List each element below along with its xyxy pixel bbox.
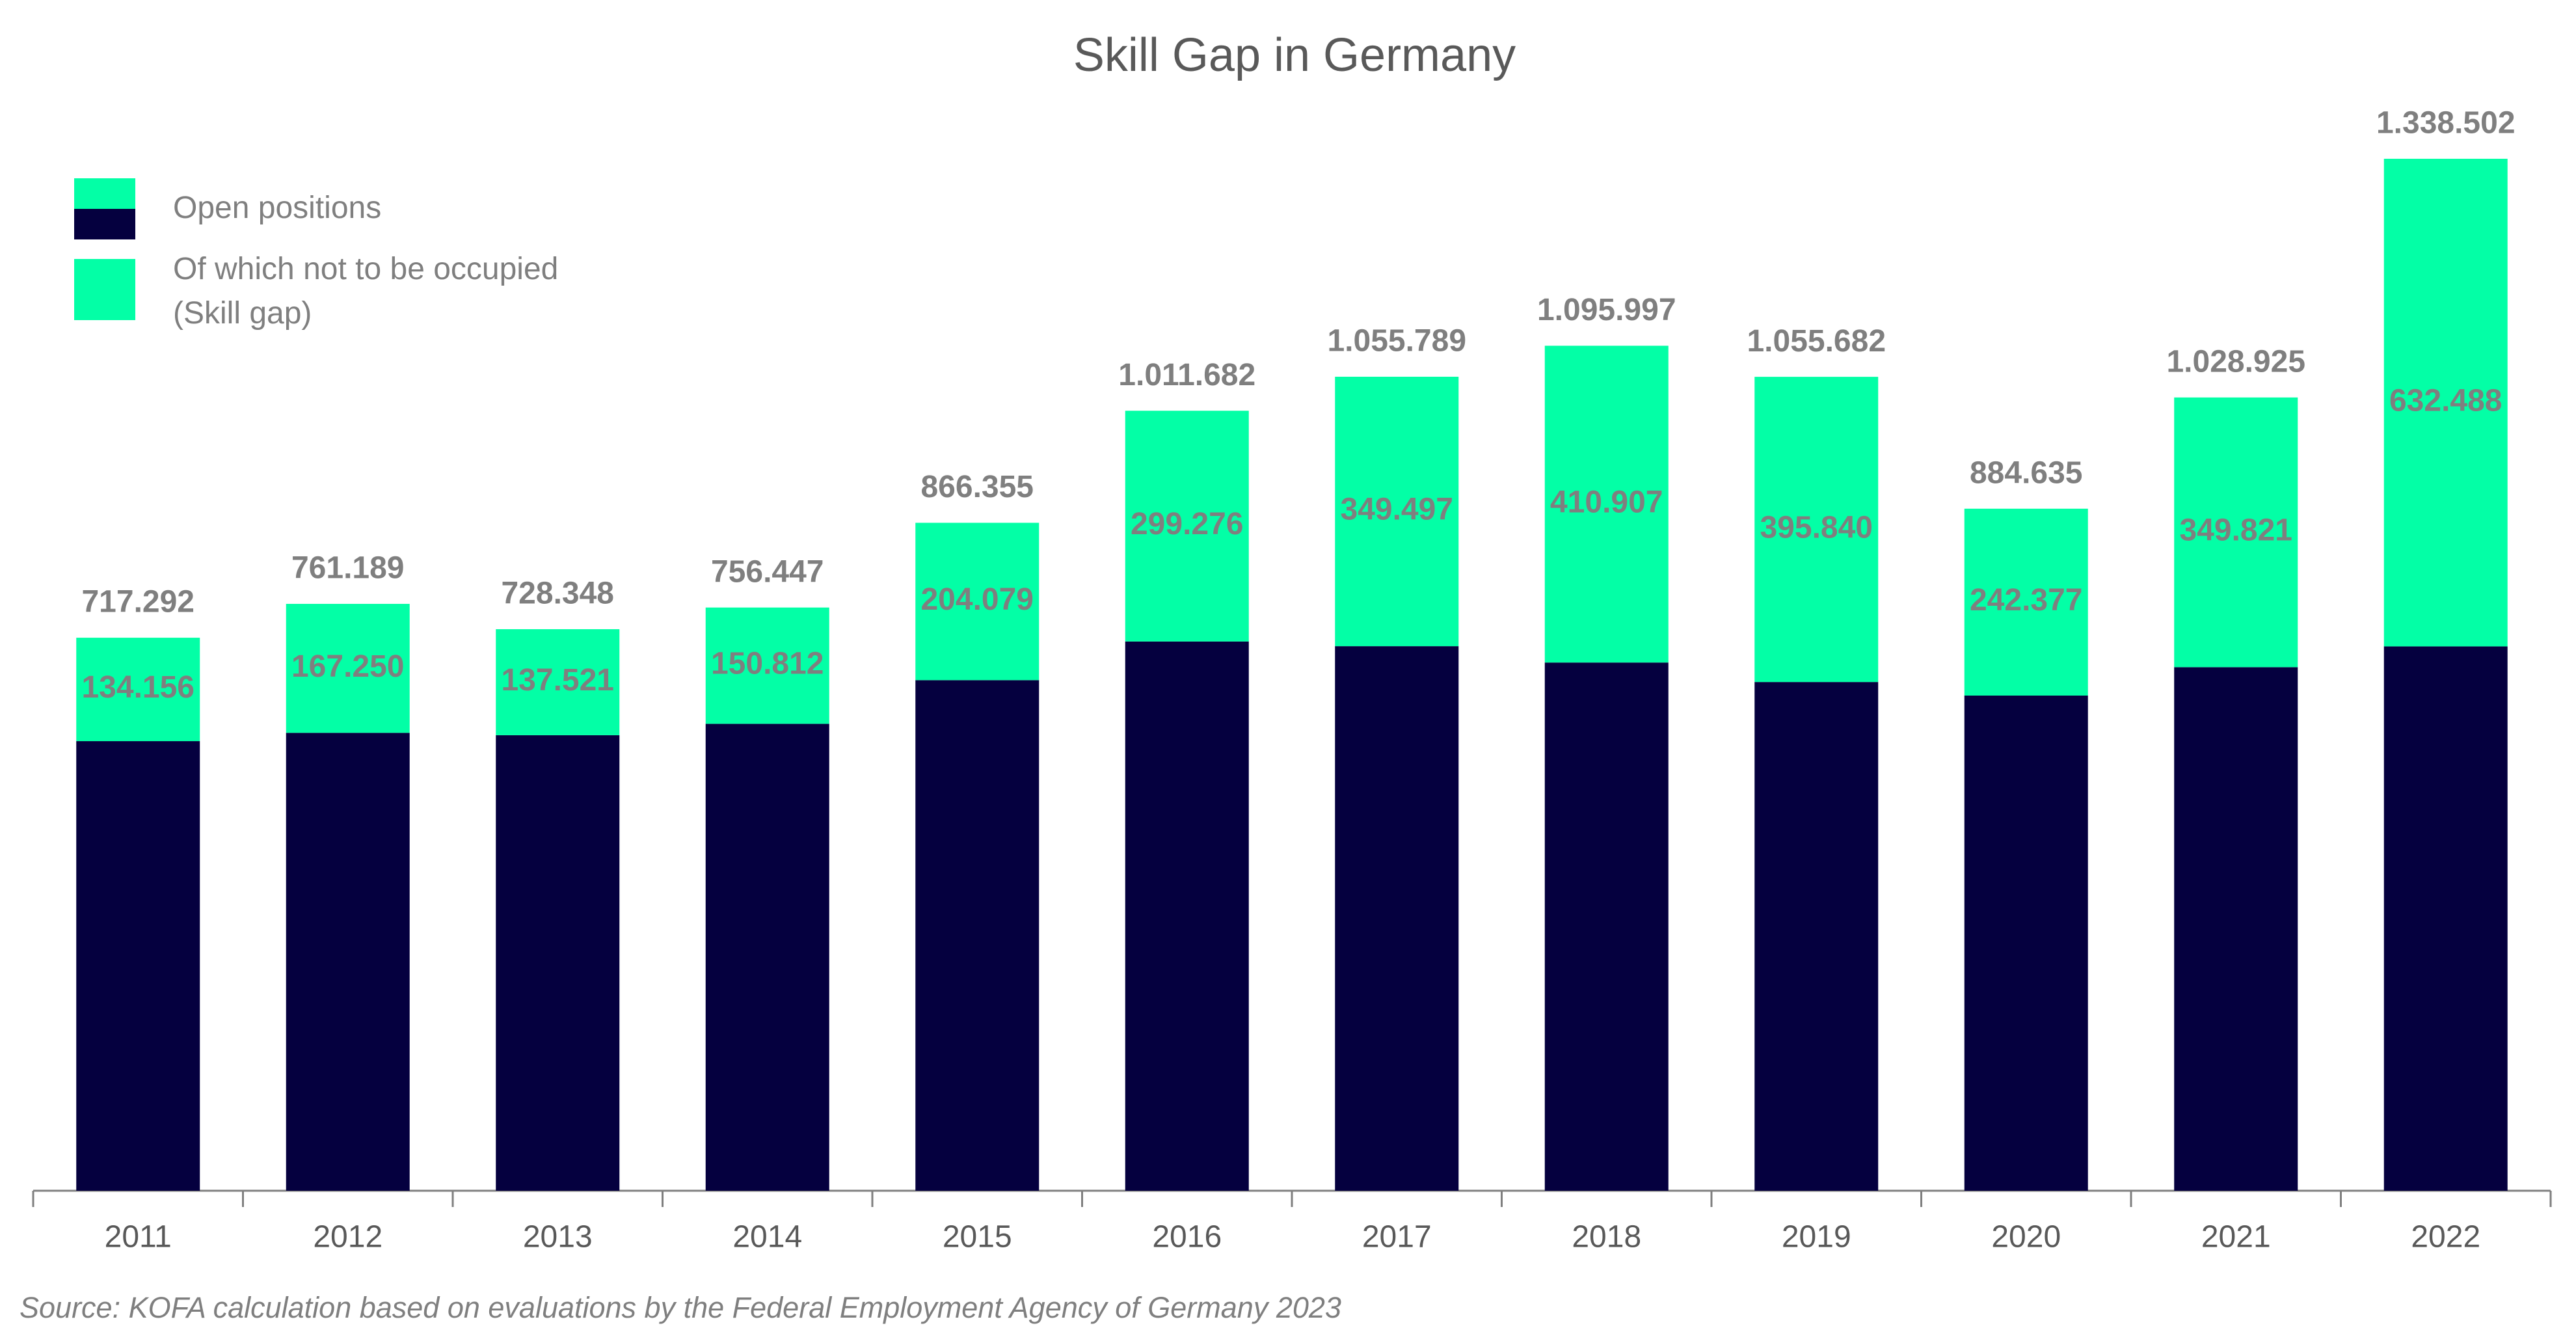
bar-segment bbox=[1335, 376, 1459, 647]
total-label: 1.055.789 bbox=[1327, 324, 1466, 359]
bar-segment bbox=[915, 522, 1040, 681]
data-label: 349.497 bbox=[1340, 493, 1453, 527]
bar-segment bbox=[1125, 641, 1249, 1191]
bar-segment bbox=[496, 629, 620, 735]
total-label: 756.447 bbox=[711, 554, 824, 589]
bar-segment bbox=[1544, 662, 1669, 1191]
bar-segment bbox=[2383, 159, 2508, 647]
data-label: 134.156 bbox=[81, 670, 195, 705]
data-label: 632.488 bbox=[2389, 383, 2502, 418]
data-label: 137.521 bbox=[501, 663, 614, 698]
bar-segment bbox=[286, 733, 410, 1191]
total-label: 1.095.997 bbox=[1537, 293, 1676, 327]
legend-swatch bbox=[74, 178, 135, 209]
bar-segment bbox=[1335, 646, 1459, 1191]
bar-segment bbox=[2174, 397, 2298, 668]
total-label: 1.338.502 bbox=[2376, 106, 2516, 141]
total-label: 1.028.925 bbox=[2166, 344, 2305, 379]
data-label: 299.276 bbox=[1131, 507, 1244, 541]
data-label: 349.821 bbox=[2179, 513, 2292, 548]
x-tick-label: 2015 bbox=[943, 1220, 1012, 1255]
data-label: 167.250 bbox=[291, 649, 405, 684]
total-label: 866.355 bbox=[920, 470, 1034, 504]
bar-segment bbox=[2174, 667, 2298, 1191]
bar-segment bbox=[76, 638, 200, 742]
bar-segment bbox=[1754, 682, 1879, 1191]
bar-segment bbox=[915, 680, 1040, 1191]
legend-swatch bbox=[74, 259, 135, 320]
x-tick-label: 2016 bbox=[1152, 1220, 1222, 1255]
x-tick-label: 2011 bbox=[105, 1220, 172, 1255]
chart-title: Skill Gap in Germany bbox=[1073, 29, 1516, 81]
total-label: 1.055.682 bbox=[1747, 324, 1886, 359]
bar-segment bbox=[1125, 411, 1249, 642]
total-label: 728.348 bbox=[501, 577, 614, 611]
x-tick-label: 2021 bbox=[2201, 1220, 2271, 1255]
x-tick-label: 2012 bbox=[313, 1220, 382, 1255]
data-label: 150.812 bbox=[711, 647, 824, 681]
data-label: 242.377 bbox=[1970, 583, 2083, 617]
legend-label: Open positions bbox=[173, 191, 382, 225]
x-tick-label: 2017 bbox=[1362, 1220, 1432, 1255]
legend-label: Of which not to be occupied (Skill gap) bbox=[173, 252, 559, 331]
source-note: Source: KOFA calculation based on evalua… bbox=[20, 1291, 1341, 1324]
bar-segment bbox=[496, 735, 620, 1191]
data-label: 410.907 bbox=[1550, 485, 1663, 519]
total-label: 761.189 bbox=[291, 551, 405, 586]
data-label: 204.079 bbox=[920, 582, 1034, 617]
x-tick-label: 2019 bbox=[1782, 1220, 1851, 1255]
total-label: 717.292 bbox=[81, 585, 195, 619]
bar-segment bbox=[1544, 346, 1669, 663]
data-label: 395.840 bbox=[1760, 510, 1873, 545]
bar-segment bbox=[1964, 695, 2088, 1191]
total-label: 884.635 bbox=[1970, 455, 2083, 490]
legend-swatch bbox=[74, 209, 135, 239]
x-tick-label: 2020 bbox=[1991, 1220, 2061, 1255]
bar-segment bbox=[1964, 508, 2088, 696]
bar-segment bbox=[1754, 377, 1879, 683]
x-tick-label: 2022 bbox=[2411, 1220, 2480, 1255]
bar-segment bbox=[2383, 646, 2508, 1191]
bar-segment bbox=[705, 724, 829, 1191]
total-label: 1.011.682 bbox=[1118, 358, 1255, 392]
x-tick-label: 2014 bbox=[732, 1220, 802, 1255]
x-tick-label: 2018 bbox=[1572, 1220, 1641, 1255]
bar-segment bbox=[76, 741, 200, 1191]
x-tick-label: 2013 bbox=[523, 1220, 593, 1255]
bar-segment bbox=[705, 607, 829, 724]
bar-segment bbox=[286, 604, 410, 733]
